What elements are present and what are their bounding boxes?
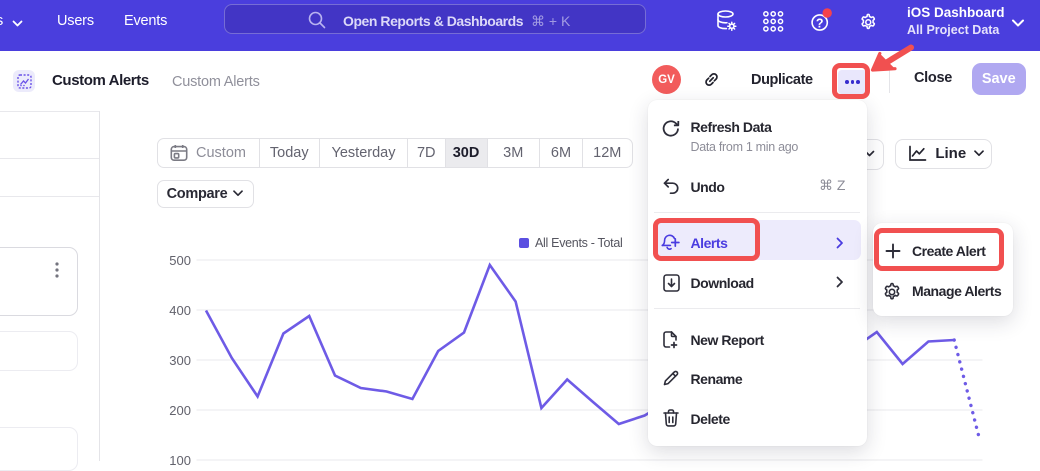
- svg-text:?: ?: [816, 16, 824, 30]
